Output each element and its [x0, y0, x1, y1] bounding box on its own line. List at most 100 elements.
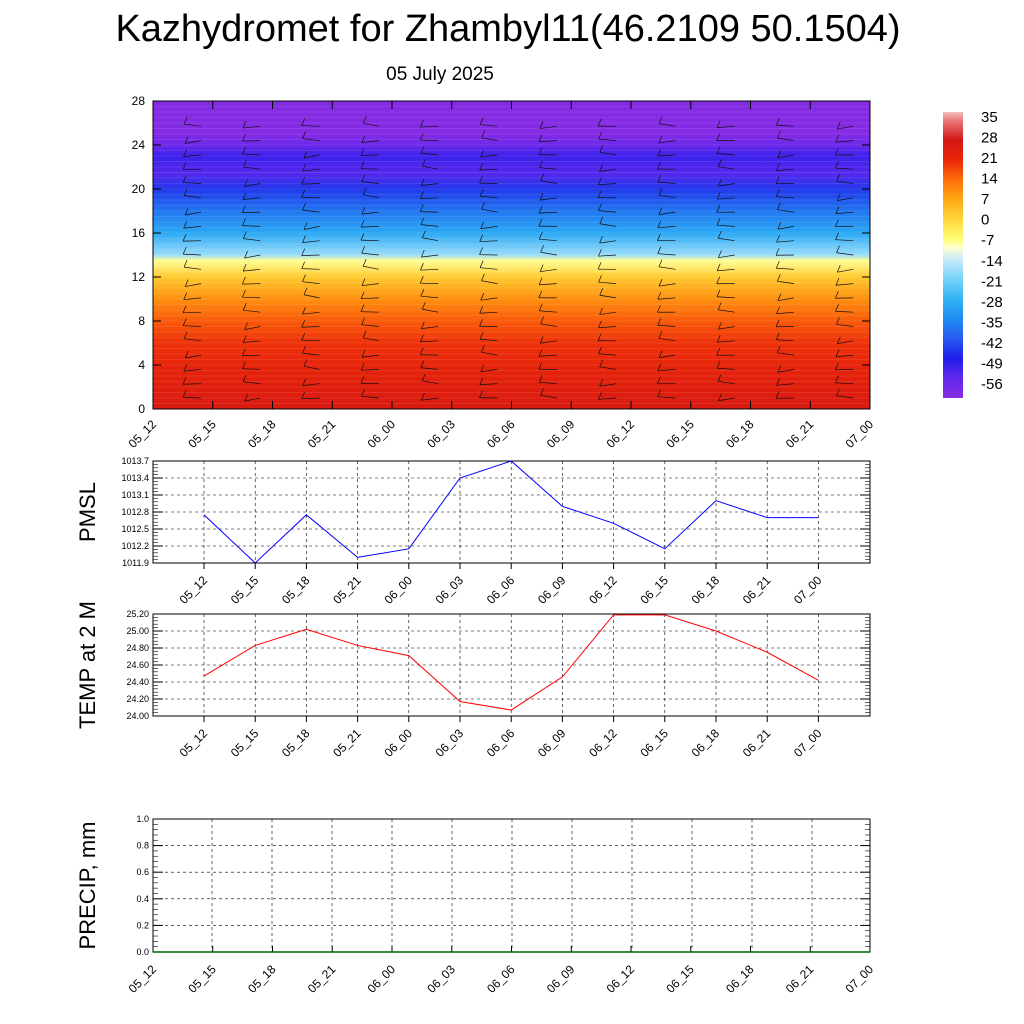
y-tick-label: 4 — [138, 358, 145, 372]
x-tick-label: 06_21 — [783, 962, 817, 996]
wind-barb — [776, 274, 795, 284]
x-tick-label: 06_03 — [424, 962, 458, 996]
wind-barb — [183, 292, 202, 301]
wind-barb — [836, 121, 854, 130]
pmsl-panel: 1013.7 1013.4 1013.1 1012.8 1012.5 1012.2 1011… — [75, 456, 871, 607]
wind-barb — [538, 290, 557, 299]
x-tick-label: 06_15 — [637, 726, 671, 760]
wind-barb — [539, 121, 557, 129]
wind-barb — [182, 305, 202, 314]
wind-barb — [480, 221, 498, 229]
wind-barb — [599, 307, 617, 316]
wind-barb — [419, 347, 439, 356]
wind-barb — [183, 116, 202, 127]
wind-barb — [479, 117, 498, 127]
wind-barb — [242, 205, 261, 213]
wind-barb — [538, 349, 557, 357]
x-tick-label: 07_00 — [843, 962, 877, 996]
wind-barb — [420, 250, 439, 258]
x-tick-label: 05_21 — [305, 962, 339, 996]
wind-barb — [182, 175, 202, 184]
wind-barb — [658, 135, 676, 144]
y-tick-label: 1013.7 — [121, 456, 149, 466]
wind-barb — [302, 235, 320, 243]
x-tick-label: 06_18 — [723, 962, 757, 996]
x-tick-label: 06_00 — [381, 726, 415, 760]
wind-barb — [539, 232, 557, 242]
wind-barb — [597, 118, 617, 127]
wind-barb — [361, 389, 379, 399]
page-title: Kazhydromet for Zhambyl11(46.2109 50.150… — [115, 8, 901, 50]
wind-barb — [420, 263, 439, 271]
wind-barb — [419, 276, 439, 284]
wind-barb — [182, 162, 202, 170]
x-tick-label: 05_15 — [228, 726, 262, 760]
wind-barb — [303, 359, 320, 370]
x-tick-label: 06_00 — [365, 417, 399, 451]
wind-barb — [835, 362, 854, 371]
wind-barb — [242, 133, 261, 142]
wind-barb — [835, 278, 854, 286]
wind-barb — [599, 288, 617, 299]
wind-barb — [360, 363, 379, 371]
x-tick-label: 06_09 — [535, 726, 569, 760]
wind-barb — [836, 388, 854, 399]
temperature-field — [153, 101, 870, 409]
wind-barb — [360, 148, 379, 156]
wind-barb — [835, 349, 854, 358]
wind-barb — [716, 218, 735, 227]
wind-barb — [242, 290, 261, 299]
wind-barb — [717, 302, 735, 313]
wind-barb — [361, 174, 379, 184]
colorbar-label: 35 — [981, 109, 998, 126]
wind-barb — [303, 287, 320, 299]
wind-barb — [716, 133, 735, 141]
wind-barb — [716, 146, 735, 156]
wind-barb — [302, 274, 320, 284]
wind-barb — [479, 188, 498, 199]
wind-barb — [479, 175, 498, 184]
wind-barb — [835, 232, 854, 242]
wind-barb — [538, 277, 557, 286]
y-tick-label: 28 — [132, 94, 146, 108]
y-tick-label: 12 — [132, 270, 146, 284]
temperature-colorbar: 35 28 21 14 7 0 -7 -14 -21 -28 -35 -42 -49 -56 — [943, 109, 1003, 398]
wind-barb — [242, 277, 261, 285]
wind-barb — [598, 249, 617, 257]
wind-barb — [836, 265, 854, 273]
x-tick-label: 06_00 — [381, 573, 415, 607]
wind-barb — [301, 248, 320, 257]
wind-barb — [777, 131, 795, 141]
wind-barb — [657, 305, 676, 313]
x-tick-label: 05_12 — [177, 573, 211, 607]
y-tick-label: 1012.8 — [121, 507, 149, 517]
wind-barb — [836, 174, 854, 184]
y-tick-label: 24.80 — [126, 643, 149, 653]
wind-barb — [657, 389, 676, 399]
x-tick-label: 06_12 — [604, 962, 638, 996]
colorbar-label: 28 — [981, 130, 998, 147]
y-tick-label: 16 — [132, 226, 146, 240]
temperature-cross-section-panel: 0 4 8 12 16 20 24 28 05_12 05_15 05_18 05_21 06_00 06… — [126, 94, 877, 451]
x-tick-label: 07_00 — [791, 573, 825, 607]
wind-barb — [776, 117, 795, 127]
wind-barb — [776, 345, 795, 356]
wind-barb — [775, 391, 795, 399]
wind-barb — [360, 291, 379, 300]
y-tick-label: 24 — [132, 138, 146, 152]
y-tick-label: 0.0 — [136, 947, 149, 957]
y-tick-label: 0.2 — [136, 920, 149, 930]
wind-barb — [598, 203, 617, 213]
wind-barb — [837, 336, 854, 345]
wind-barb — [598, 275, 617, 284]
wind-barb — [420, 217, 439, 227]
x-tick-label: 06_09 — [544, 962, 578, 996]
wind-barb — [421, 321, 439, 330]
wind-barb — [597, 190, 617, 199]
wind-barb — [242, 120, 261, 129]
wind-barb — [775, 176, 795, 185]
y-tick-label: 25.00 — [126, 626, 149, 636]
wind-barb — [183, 260, 202, 270]
x-tick-label: 05_15 — [185, 417, 219, 451]
